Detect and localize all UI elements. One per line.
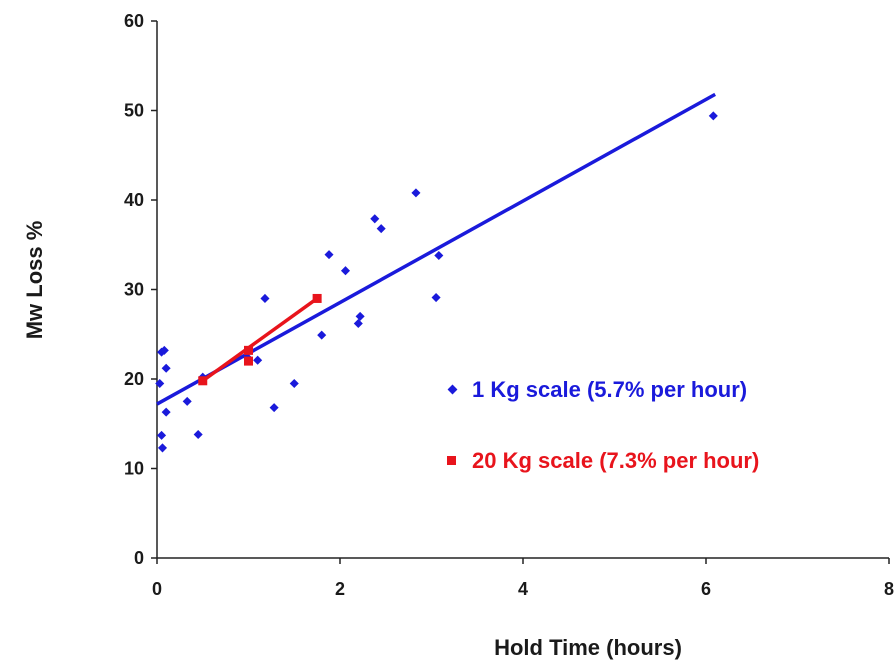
legend-label-1kg: 1 Kg scale (5.7% per hour) [472, 377, 747, 402]
legend-label-20kg: 20 Kg scale (7.3% per hour) [472, 448, 759, 473]
data-point-series-1 [708, 111, 718, 121]
data-point-series-2 [312, 293, 322, 303]
trendlines [156, 92, 716, 406]
data-point-series-2 [198, 376, 208, 386]
data-point-series-1 [317, 330, 327, 340]
data-point-series-1 [353, 318, 363, 329]
data-point-series-1 [161, 407, 171, 417]
data-point-series-1 [155, 378, 165, 389]
y-tick-label: 10 [124, 459, 144, 479]
data-point-series-1 [269, 403, 279, 413]
trendline-series-1 [156, 92, 716, 406]
legend: 1 Kg scale (5.7% per hour) 20 Kg scale (… [447, 377, 759, 473]
data-point-series-1 [434, 250, 444, 261]
x-tick-label: 4 [518, 579, 528, 599]
y-tick-label: 50 [124, 101, 144, 121]
axes [151, 20, 890, 564]
data-point-series-1 [193, 429, 203, 440]
y-tick-label: 20 [124, 369, 144, 389]
tick-labels: 0 10 20 30 40 50 60 0 2 4 6 8 [124, 11, 894, 599]
data-point-series-1 [253, 355, 263, 365]
legend-item-1kg: 1 Kg scale (5.7% per hour) [447, 377, 747, 402]
data-point-series-1 [411, 188, 421, 198]
data-point-series-1 [355, 311, 365, 321]
x-axis-title: Hold Time (hours) [494, 635, 682, 660]
legend-marker-1kg [447, 384, 458, 395]
data-point-series-1 [260, 293, 270, 303]
y-tick-label: 0 [134, 548, 144, 568]
data-point-series-1 [376, 224, 386, 234]
data-point-series-1 [370, 214, 380, 224]
x-tick-label: 2 [335, 579, 345, 599]
x-tick-label: 6 [701, 579, 711, 599]
data-point-series-1 [161, 363, 171, 373]
legend-marker-20kg [447, 456, 456, 465]
x-tick-label: 8 [884, 579, 894, 599]
data-point-series-2 [244, 356, 253, 366]
data-point-series-1 [289, 378, 299, 389]
x-tick-label: 0 [152, 579, 162, 599]
data-point-series-1 [431, 293, 441, 303]
trendline-series-2 [201, 297, 319, 383]
data-point-series-2 [244, 345, 253, 355]
y-axis-title: Mw Loss % [22, 221, 47, 340]
data-point-series-1 [340, 266, 351, 276]
data-point-series-1 [157, 430, 167, 440]
data-point-series-1 [157, 443, 168, 453]
y-tick-label: 30 [124, 280, 144, 300]
y-tick-label: 60 [124, 11, 144, 31]
legend-item-20kg: 20 Kg scale (7.3% per hour) [447, 448, 759, 473]
data-point-series-1 [324, 250, 334, 260]
y-tick-label: 40 [124, 190, 144, 210]
data-point-series-1 [182, 396, 192, 406]
